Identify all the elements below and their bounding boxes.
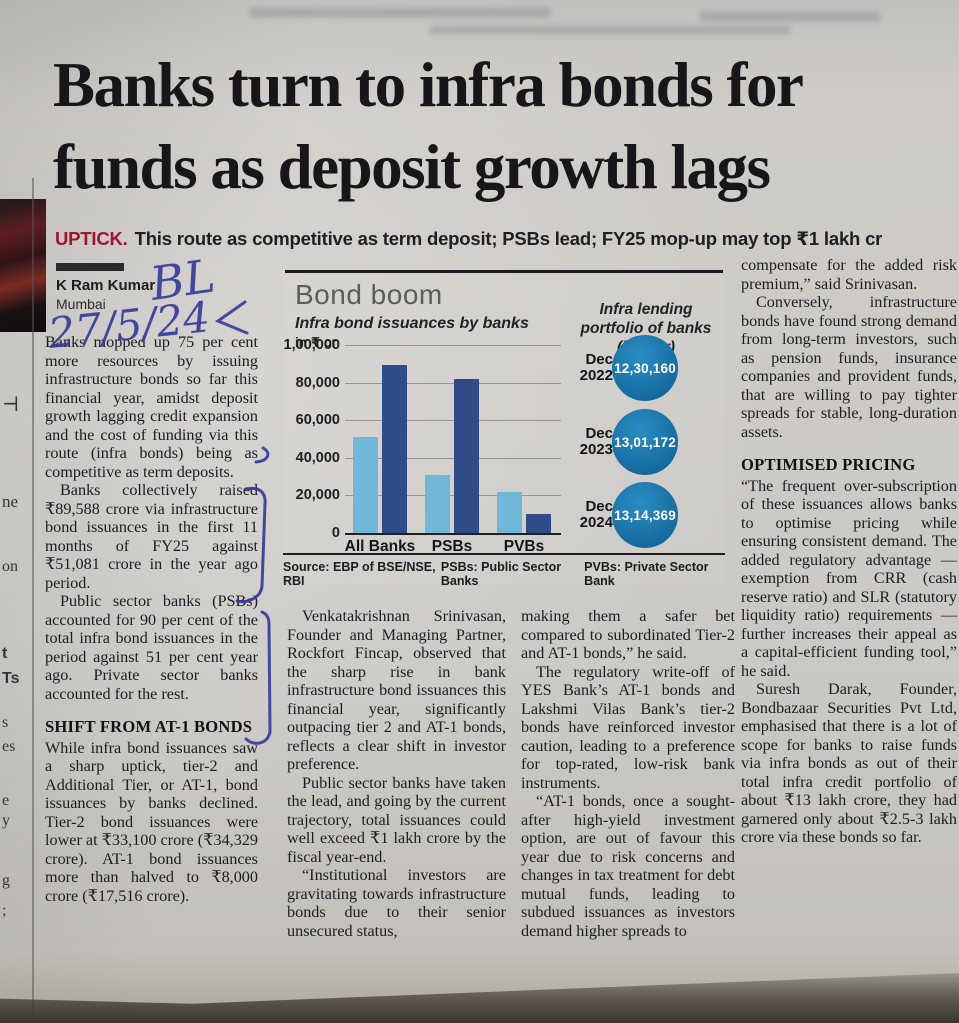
column-divider-rule [32,178,34,1023]
gridline [345,382,561,384]
infographic-title: Bond boom [295,279,443,310]
bond-boom-infographic: Bond boom Infra bond issuances by banks … [283,270,725,588]
x-axis-category-label: PSBs [431,538,473,555]
chart-source: Source: EBP of BSE/NSE, RBI [283,560,436,588]
kicker-label: UPTICK. [55,228,128,249]
x-axis-category-label: All Banks [344,538,416,555]
bar-pvbs-series-light [497,491,522,533]
gridline [345,345,561,346]
bar-all-banks-series-dark [382,364,407,533]
ink-bleed-smudge [430,26,790,34]
chart-footnote-psbs: PSBs: Public Sector Banks [440,560,562,588]
article-column-3: making them a safer bet compared to subo… [521,607,735,940]
headline-line-2: funds as deposit growth lags [53,132,771,202]
article-column-2: Venkatakrishnan Srinivasan, Founder and … [287,607,506,940]
article-paragraph: Banks collectively raised ₹89,588 crore … [45,481,258,592]
bubble-period-label: Dec 2024 [579,498,613,531]
bubble-value: 12,30,160 [614,360,676,376]
y-axis-tick-label: 40,000 [295,449,340,466]
infographic-bottom-rule [283,553,725,555]
infographic-footnotes: Source: EBP of BSE/NSE, RBI PSBs: Public… [283,560,725,588]
y-axis-tick-label: 0 [331,525,340,541]
edge-text-fragment: es [2,738,16,755]
article-paragraph: Venkatakrishnan Srinivasan, Founder and … [287,607,506,773]
edge-text-fragment: on [2,558,18,575]
edge-text-fragment: Ts [2,670,20,687]
infographic-top-rule [285,270,723,273]
bubble-value: 13,14,369 [614,507,676,523]
article-paragraph: The regulatory write-off of YES Bank’s A… [521,662,735,792]
bubble-value: 13,01,172 [614,434,676,450]
edge-text-fragment: t [2,645,8,662]
bubble-period-label: Dec 2023 [579,425,613,458]
chart-footnote-pvbs: PVBs: Private Sector Bank [584,560,709,588]
bar-chart-unit: in ₹ cr [295,335,337,350]
edge-text-fragment: ; [2,902,7,919]
headline-line-1: Banks turn to infra bonds for [53,50,804,120]
section-heading: SHIFT FROM AT-1 BONDS [45,717,253,736]
gridline [345,457,561,459]
y-axis-tick-label: 80,000 [295,374,340,391]
gridline [345,495,561,497]
bubble-value-circle: 13,14,369 [612,482,678,548]
section-heading: OPTIMISED PRICING [741,455,916,474]
article-paragraph: Banks mopped up 75 per cent more resourc… [45,333,258,481]
edge-text-fragment: y [2,812,10,829]
y-axis-tick-label: 20,000 [295,487,340,504]
edge-text-fragment: g [2,872,10,889]
article-paragraph: Conversely, infrastructure bonds have fo… [741,293,957,441]
article-paragraph: “Institutional investors are gravitating… [287,866,506,940]
ink-bleed-smudge [700,12,880,21]
strapline: UPTICK. This route as competitive as term… [55,228,945,250]
article-paragraph: “The frequent over-subscription of these… [741,476,957,680]
bubble-value-circle: 13,01,172 [612,409,678,475]
x-axis-category-label: PVBs [503,538,545,555]
edge-text-fragment: e [2,792,10,809]
byline-rule [56,263,124,271]
edge-text-fragment: s [2,714,9,731]
gridline [345,533,561,535]
bubble-value-circle: 12,30,160 [612,335,678,401]
bar-psbs-series-dark [454,378,479,533]
adjacent-page-photo-fragment [0,199,46,332]
article-paragraph: making them a safer bet compared to subo… [521,607,735,662]
article-column-4: compensate for the added risk premium,” … [741,256,957,847]
bar-all-banks-series-light [353,436,378,533]
article-paragraph: Public sector banks have taken the lead,… [287,773,506,866]
article-paragraph: Suresh Darak, Founder, Bondbazaar Securi… [741,680,957,846]
byline-location: Mumbai [56,296,106,312]
y-axis-tick-label: 60,000 [295,412,340,429]
article-paragraph: Public sector banks (PSBs) accounted for… [45,592,258,703]
gridline [345,420,561,422]
bar-psbs-series-light [425,474,450,533]
headline: Banks turn to infra bonds for funds as d… [53,44,943,208]
edge-text-fragment: ⊣ [2,394,20,416]
bar-pvbs-series-dark [526,514,551,533]
byline-author: K Ram Kumar [56,277,156,294]
edge-text-fragment: ne [2,492,19,511]
bubble-period-label: Dec 2022 [579,351,613,384]
ink-bleed-smudge [250,8,550,17]
bar-chart-subtitle: Infra bond issuances by banks [295,315,529,332]
article-paragraph: While infra bond issuances saw a sharp u… [45,738,258,905]
article-paragraph: “AT-1 bonds, once a sought-after high-yi… [521,792,735,940]
y-axis-tick-label: 1,00,000 [283,337,340,353]
article-paragraph: compensate for the added risk premium,” … [741,256,957,293]
strap-text: This route as competitive as term deposi… [134,228,883,249]
article-column-1: Banks mopped up 75 per cent more resourc… [45,333,258,905]
